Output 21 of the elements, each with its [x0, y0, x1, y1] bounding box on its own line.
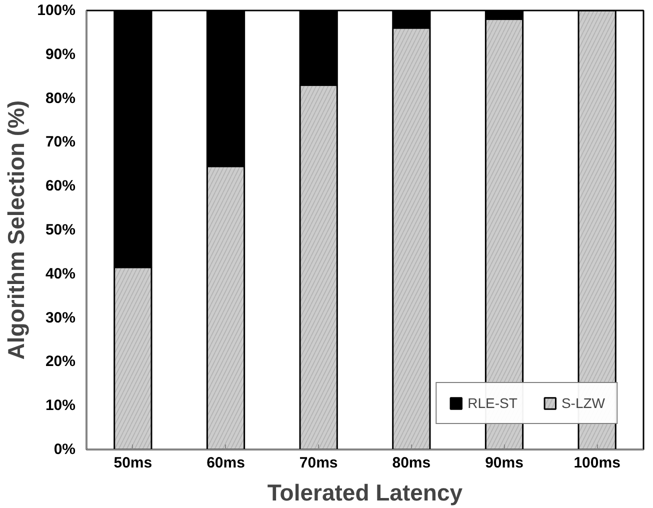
y-tick-label: 90% [45, 46, 76, 63]
y-tick-label: 30% [45, 309, 76, 326]
legend-label: RLE-ST [468, 395, 518, 411]
x-axis-title: Tolerated Latency [267, 480, 463, 506]
y-tick-label: 10% [45, 397, 76, 414]
y-tick-label: 0% [54, 441, 76, 458]
x-tick-label: 60ms [206, 454, 245, 472]
x-tick-label: 50ms [114, 454, 152, 472]
legend-label: S-LZW [561, 395, 605, 411]
x-tick-label: 80ms [392, 454, 431, 472]
x-tick-label: 70ms [299, 454, 338, 472]
y-axis-title: Algorithm Selection (%) [3, 100, 30, 360]
y-tick-label: 60% [45, 178, 76, 195]
x-tick-label: 90ms [485, 454, 524, 472]
y-tick-label: 50% [45, 222, 76, 238]
y-tick-label: 20% [45, 353, 76, 370]
y-tick-label: 40% [45, 265, 76, 282]
x-tick-label: 100ms [574, 454, 620, 472]
y-tick-label: 80% [45, 90, 76, 107]
y-tick-label: 100% [37, 2, 76, 19]
y-tick-label: 70% [45, 134, 76, 151]
